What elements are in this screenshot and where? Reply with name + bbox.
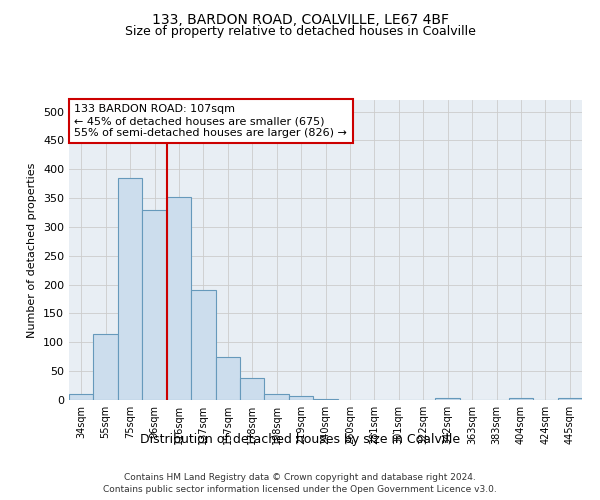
Text: Contains public sector information licensed under the Open Government Licence v3: Contains public sector information licen… (103, 485, 497, 494)
Bar (69, 394, 94, 400)
Text: 133 BARDON ROAD: 107sqm
← 45% of detached houses are smaller (675)
55% of semi-d: 133 BARDON ROAD: 107sqm ← 45% of detache… (74, 104, 347, 138)
Bar (142, 210, 167, 400)
Text: Size of property relative to detached houses in Coalville: Size of property relative to detached ho… (125, 25, 475, 38)
Text: 133, BARDON ROAD, COALVILLE, LE67 4BF: 133, BARDON ROAD, COALVILLE, LE67 4BF (151, 12, 449, 26)
Bar (215, 356, 240, 400)
Bar (313, 399, 338, 400)
Text: Contains HM Land Registry data © Crown copyright and database right 2024.: Contains HM Land Registry data © Crown c… (124, 472, 476, 482)
Bar (289, 396, 313, 400)
Bar (94, 334, 118, 400)
Bar (191, 290, 215, 400)
Bar (118, 178, 142, 400)
Bar (509, 398, 533, 400)
Bar (265, 394, 289, 400)
Y-axis label: Number of detached properties: Number of detached properties (28, 162, 37, 338)
Bar (240, 378, 265, 400)
Bar (436, 398, 460, 400)
Bar (167, 197, 191, 400)
Text: Distribution of detached houses by size in Coalville: Distribution of detached houses by size … (140, 432, 460, 446)
Bar (557, 398, 582, 400)
